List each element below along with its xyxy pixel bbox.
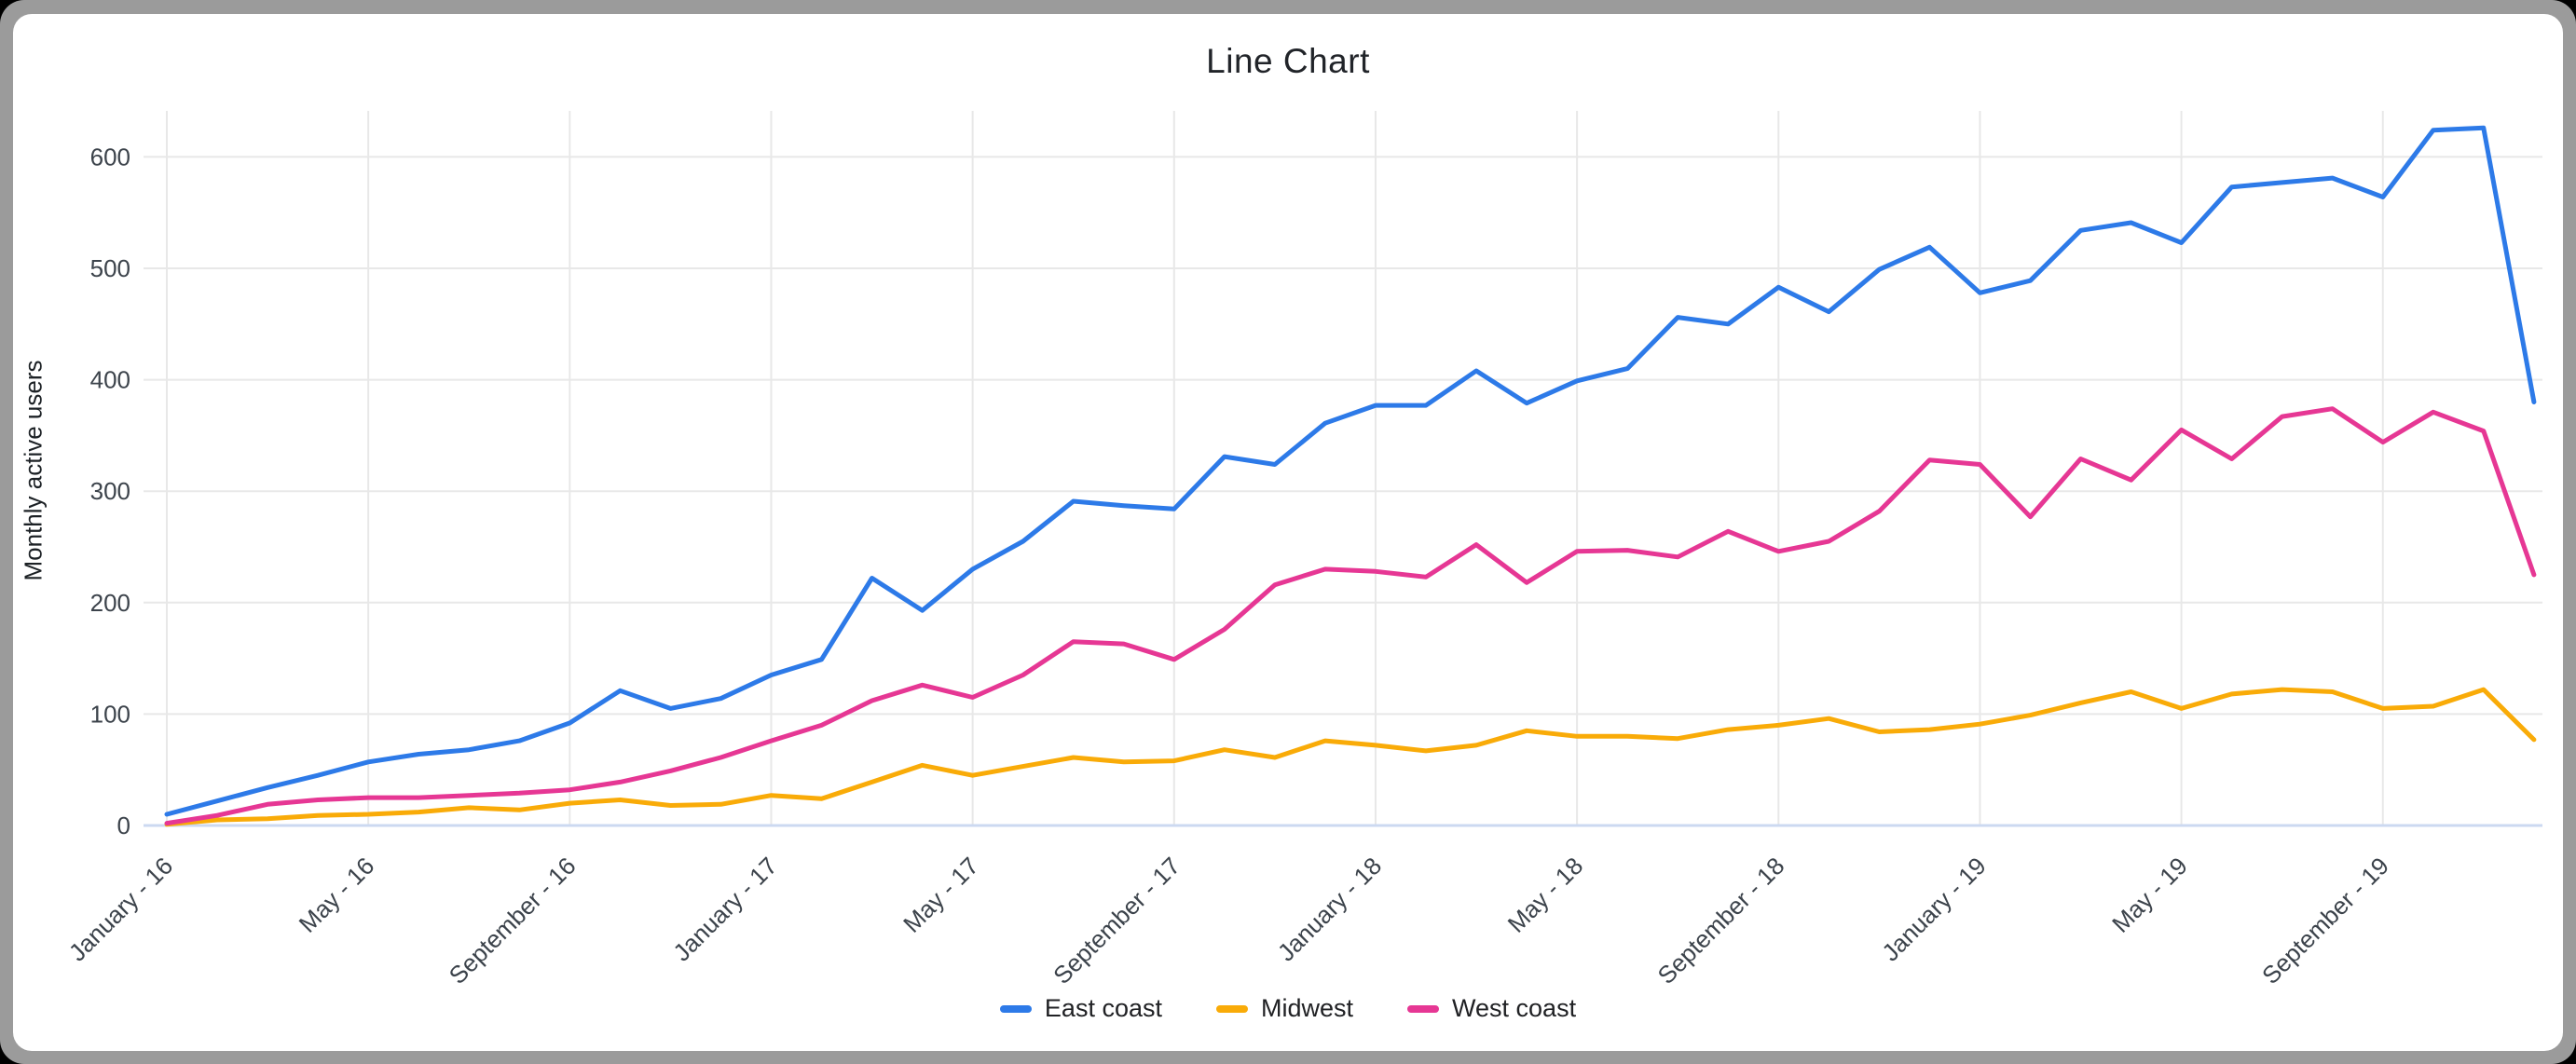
- series-line-midwest: [164, 687, 2537, 827]
- legend-swatch-icon: [1215, 1004, 1248, 1013]
- series-line-east-coast: [164, 125, 2537, 817]
- x-tick-label: January - 16: [63, 852, 178, 966]
- chart-title: Line Chart: [1206, 42, 1370, 80]
- legend-label: West coast: [1452, 994, 1577, 1022]
- y-tick-label: 100: [90, 700, 130, 728]
- x-tick-label: September - 17: [1048, 852, 1185, 989]
- chart-legend: East coast Midwest West coast: [13, 994, 2563, 1023]
- x-tick-label: September - 19: [2256, 852, 2394, 989]
- x-tick-label: January - 18: [1272, 852, 1387, 966]
- x-tick-label: May - 17: [897, 852, 984, 938]
- chart-card: Line Chart Monthly active users 0 100 200 3…: [13, 14, 2563, 1051]
- legend-item-east-coast[interactable]: East coast: [999, 994, 1162, 1023]
- x-tick-label: January - 19: [1876, 852, 1991, 966]
- y-tick-label: 200: [90, 589, 130, 617]
- legend-item-midwest[interactable]: Midwest: [1215, 994, 1354, 1023]
- x-tick-label: September - 18: [1652, 852, 1790, 989]
- line-chart-plot-area[interactable]: 0 100 200 300 400 500 600 January - 16 May - 16 S…: [13, 14, 2563, 1051]
- legend-item-west-coast[interactable]: West coast: [1407, 994, 1576, 1023]
- x-tick-label: May - 18: [1502, 852, 1589, 938]
- y-tick-label: 500: [90, 254, 130, 282]
- series-line-west-coast: [164, 406, 2537, 826]
- x-tick-label: May - 16: [294, 852, 380, 938]
- y-tick-label: 0: [117, 812, 130, 839]
- x-tick-label: September - 16: [444, 852, 582, 989]
- y-tick-label: 400: [90, 366, 130, 394]
- x-tick-label: January - 17: [667, 852, 782, 966]
- legend-swatch-icon: [1407, 1004, 1440, 1013]
- x-tick-label: May - 19: [2106, 852, 2193, 938]
- y-tick-label: 300: [90, 477, 130, 505]
- legend-label: Midwest: [1260, 994, 1354, 1022]
- y-tick-label: 600: [90, 143, 130, 171]
- legend-label: East coast: [1044, 994, 1162, 1022]
- legend-swatch-icon: [999, 1004, 1032, 1013]
